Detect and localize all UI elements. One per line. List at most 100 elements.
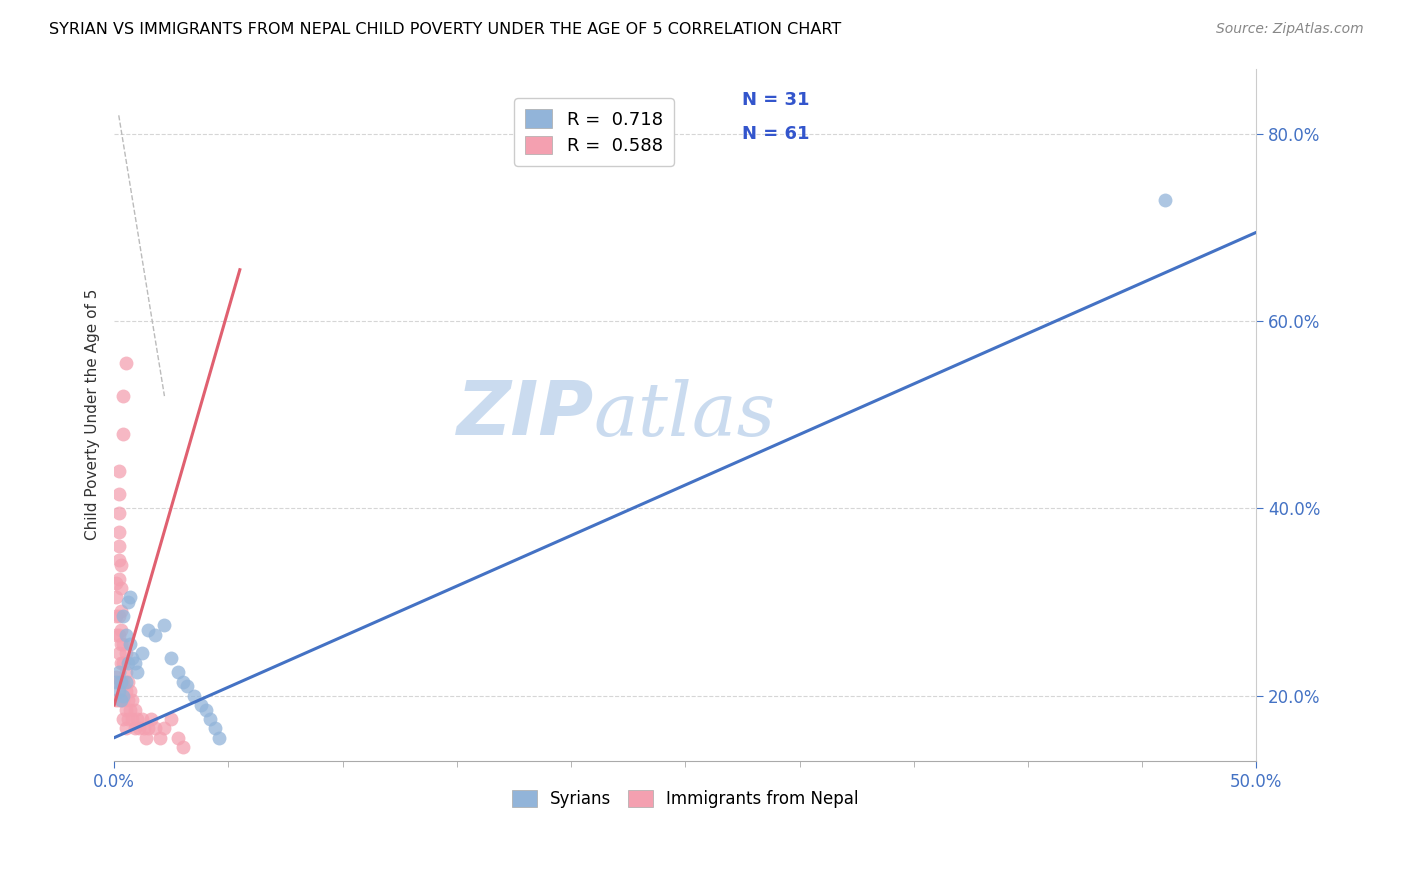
- Point: [1154, 193, 1177, 207]
- Text: Source: ZipAtlas.com: Source: ZipAtlas.com: [1216, 22, 1364, 37]
- Point: [112, 674, 135, 689]
- Text: N = 61: N = 61: [742, 125, 810, 144]
- Point: [107, 609, 129, 624]
- Point: [125, 712, 148, 726]
- Point: [143, 628, 166, 642]
- Point: [105, 693, 128, 707]
- Text: N = 31: N = 31: [742, 91, 810, 109]
- Point: [172, 674, 194, 689]
- Point: [153, 722, 176, 736]
- Text: SYRIAN VS IMMIGRANTS FROM NEPAL CHILD POVERTY UNDER THE AGE OF 5 CORRELATION CHA: SYRIAN VS IMMIGRANTS FROM NEPAL CHILD PO…: [49, 22, 841, 37]
- Point: [117, 595, 139, 609]
- Point: [105, 670, 128, 684]
- Point: [176, 679, 198, 693]
- Point: [107, 628, 129, 642]
- Point: [190, 698, 212, 712]
- Point: [107, 647, 129, 661]
- Point: [107, 693, 129, 707]
- Point: [121, 693, 143, 707]
- Point: [110, 623, 132, 637]
- Point: [114, 665, 136, 680]
- Point: [112, 609, 135, 624]
- Point: [208, 731, 231, 745]
- Point: [110, 693, 132, 707]
- Point: [124, 722, 146, 736]
- Point: [107, 464, 129, 478]
- Point: [143, 722, 166, 736]
- Text: atlas: atlas: [593, 378, 776, 451]
- Point: [117, 674, 139, 689]
- Point: [167, 731, 190, 745]
- Point: [120, 684, 142, 698]
- Point: [107, 506, 129, 520]
- Point: [121, 712, 143, 726]
- Point: [110, 674, 132, 689]
- Point: [160, 712, 183, 726]
- Point: [121, 651, 143, 665]
- Point: [204, 722, 226, 736]
- Point: [110, 604, 132, 618]
- Point: [107, 524, 129, 539]
- Point: [107, 674, 129, 689]
- Point: [105, 576, 128, 591]
- Y-axis label: Child Poverty Under the Age of 5: Child Poverty Under the Age of 5: [86, 289, 100, 541]
- Point: [131, 647, 153, 661]
- Point: [107, 539, 129, 553]
- Point: [107, 665, 129, 680]
- Point: [128, 722, 150, 736]
- Point: [135, 731, 157, 745]
- Point: [194, 703, 217, 717]
- Point: [105, 591, 128, 605]
- Point: [112, 712, 135, 726]
- Point: [167, 665, 190, 680]
- Point: [124, 656, 146, 670]
- Point: [153, 618, 176, 632]
- Point: [183, 689, 205, 703]
- Point: [132, 722, 155, 736]
- Point: [120, 591, 142, 605]
- Point: [105, 674, 128, 689]
- Point: [114, 628, 136, 642]
- Point: [131, 712, 153, 726]
- Point: [117, 712, 139, 726]
- Point: [110, 581, 132, 595]
- Point: [114, 674, 136, 689]
- Point: [112, 389, 135, 403]
- Point: [160, 651, 183, 665]
- Point: [114, 647, 136, 661]
- Point: [112, 426, 135, 441]
- Point: [125, 665, 148, 680]
- Point: [112, 656, 135, 670]
- Point: [112, 637, 135, 651]
- Point: [105, 609, 128, 624]
- Point: [198, 712, 221, 726]
- Point: [117, 656, 139, 670]
- Point: [105, 628, 128, 642]
- Point: [107, 553, 129, 567]
- Point: [117, 693, 139, 707]
- Point: [120, 637, 142, 651]
- Point: [138, 623, 160, 637]
- Point: [172, 739, 194, 754]
- Point: [120, 703, 142, 717]
- Point: [114, 722, 136, 736]
- Point: [110, 674, 132, 689]
- Point: [110, 558, 132, 572]
- Point: [107, 572, 129, 586]
- Point: [149, 731, 172, 745]
- Text: ZIP: ZIP: [457, 378, 593, 451]
- Point: [114, 684, 136, 698]
- Point: [107, 487, 129, 501]
- Point: [107, 684, 129, 698]
- Point: [114, 356, 136, 370]
- Point: [110, 637, 132, 651]
- Point: [124, 703, 146, 717]
- Legend: Syrians, Immigrants from Nepal: Syrians, Immigrants from Nepal: [505, 783, 866, 815]
- Point: [139, 712, 162, 726]
- Point: [110, 656, 132, 670]
- Point: [112, 693, 135, 707]
- Point: [110, 693, 132, 707]
- Point: [138, 722, 160, 736]
- Point: [112, 689, 135, 703]
- Point: [114, 703, 136, 717]
